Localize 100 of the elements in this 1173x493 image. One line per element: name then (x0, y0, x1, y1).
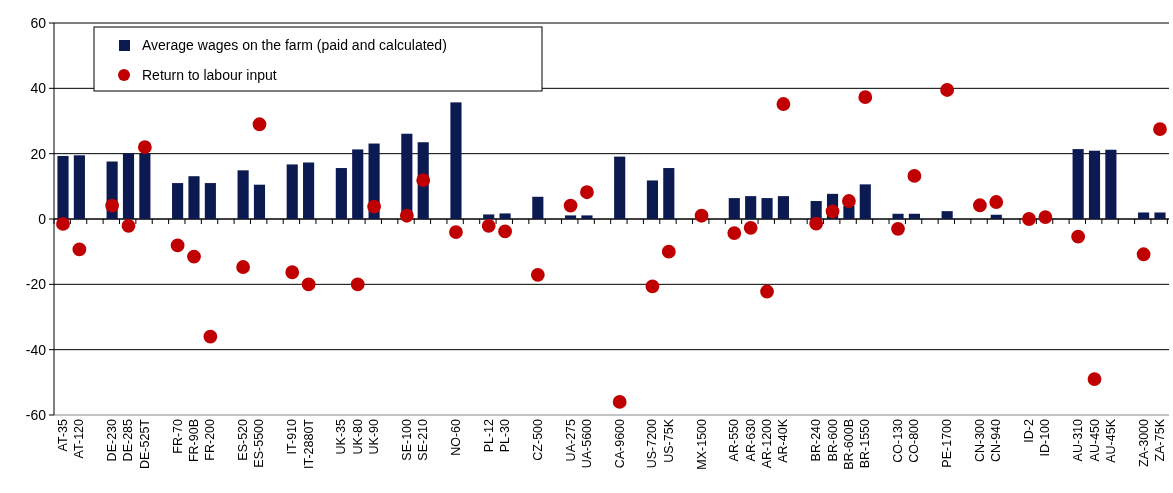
x-tick-label: PL-30 (498, 418, 513, 453)
x-tick-label: CA-9600 (612, 418, 627, 469)
legend-label: Average wages on the farm (paid and calculated) (142, 36, 447, 53)
x-tick-label: PE-1700 (940, 418, 955, 468)
bar (990, 214, 1002, 219)
point (498, 224, 512, 239)
x-tick-label: CN-940 (989, 418, 1004, 463)
point (858, 90, 873, 105)
point (1038, 210, 1053, 224)
bar (941, 211, 953, 219)
x-tick-label: CO-800 (907, 418, 922, 463)
x-tick-label: AU-45K (1103, 418, 1118, 463)
point (530, 267, 545, 282)
x-tick-label: ZA-3000 (1136, 418, 1151, 467)
bar (73, 155, 85, 219)
bar (532, 196, 544, 219)
point (72, 242, 87, 257)
bar (646, 180, 658, 219)
point (481, 218, 496, 233)
x-tick-label: UA-5600 (579, 418, 594, 469)
point (56, 217, 70, 231)
bar (843, 205, 855, 219)
x-tick-label: DE-230 (105, 418, 120, 462)
y-tick-label: -40 (25, 341, 47, 358)
point (137, 140, 152, 155)
bar (1072, 149, 1084, 219)
x-tick-label: IT-2880T (301, 418, 316, 470)
x-tick-label: CO-130 (891, 418, 906, 463)
bar (728, 198, 740, 219)
x-tick-label: ES-5500 (252, 418, 267, 468)
bar (450, 102, 462, 219)
point (645, 279, 660, 294)
x-tick-label: AR-40K (776, 418, 791, 463)
point (350, 277, 365, 292)
x-tick-label: NO-60 (448, 418, 463, 456)
x-tick-label: ID-100 (1038, 418, 1053, 457)
point (367, 199, 381, 214)
bar (303, 162, 315, 219)
point (301, 277, 316, 292)
x-tick-label: UK-90 (367, 418, 382, 455)
y-tick-label: 60 (30, 14, 47, 31)
y-tick-label: 20 (30, 145, 47, 162)
point (121, 218, 136, 233)
point (972, 198, 987, 213)
bar (172, 183, 184, 219)
bar (253, 184, 266, 219)
x-tick-label: BR-240 (809, 418, 824, 462)
point (776, 97, 791, 111)
point (252, 117, 267, 132)
y-tick-label: 40 (30, 80, 47, 97)
x-tick-label: UK-80 (350, 418, 365, 455)
point (285, 265, 300, 280)
x-tick-label: ES-520 (236, 418, 251, 461)
y-tick-label: -20 (25, 276, 47, 293)
point (1022, 212, 1036, 226)
bar (777, 196, 789, 219)
y-tick-label: 0 (38, 210, 47, 227)
x-tick-label: DE-525T (137, 418, 152, 470)
x-tick-label: AT-35 (56, 418, 71, 452)
x-tick-label: BR-600 (825, 418, 840, 462)
point (1153, 122, 1167, 137)
x-tick-label: BR-600B (841, 419, 856, 470)
point (1087, 372, 1102, 386)
bar (139, 153, 151, 219)
x-tick-label: ID-2 (1022, 418, 1037, 443)
x-tick-label: PL-12 (481, 418, 496, 453)
point (907, 168, 922, 183)
x-tick-label: AU-310 (1071, 418, 1086, 462)
point (809, 216, 824, 231)
x-tick-label: BR-1550 (858, 418, 873, 469)
x-tick-label: US-7200 (645, 418, 660, 469)
bar (1138, 212, 1150, 219)
bar (286, 164, 298, 219)
point (236, 260, 251, 274)
bar (859, 184, 871, 219)
legend-label: Return to labour input (142, 66, 277, 83)
bar (1154, 212, 1166, 219)
bar (204, 183, 216, 219)
point (563, 198, 578, 213)
x-tick-label: SE-100 (399, 418, 414, 461)
point (449, 225, 463, 239)
bar (565, 215, 577, 219)
x-tick-label: IT-910 (285, 418, 300, 455)
point (203, 329, 218, 344)
point (760, 284, 774, 299)
point (580, 185, 594, 200)
x-tick-label: CN-300 (972, 418, 987, 463)
bar (663, 168, 675, 219)
bar (761, 198, 773, 219)
x-tick-label: AR-1200 (760, 418, 775, 469)
bar (122, 153, 135, 219)
bar (614, 156, 626, 219)
point (891, 221, 905, 236)
x-tick-label: CZ-500 (530, 418, 545, 461)
x-tick-label: AR-630 (743, 418, 758, 462)
point (399, 208, 414, 223)
point (612, 395, 627, 409)
bar (499, 213, 511, 219)
point (661, 244, 676, 259)
point (694, 208, 709, 223)
